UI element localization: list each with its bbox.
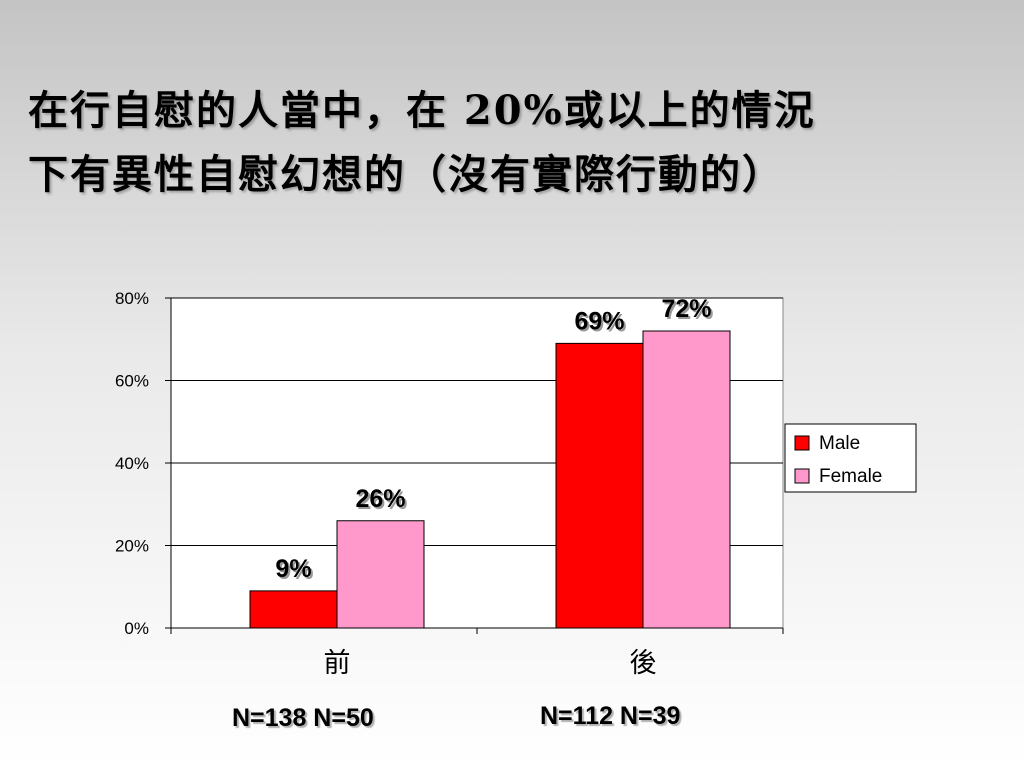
bar-female [642,330,731,629]
legend-swatch-female [794,468,810,484]
y-tick-label: 60% [115,372,149,391]
data-label: 9% [275,555,311,583]
data-label-shadow: 9% [277,557,313,585]
data-label-shadow: 72% [663,297,713,325]
x-category-label: 前 [324,648,351,679]
y-tick-label: 0% [124,619,149,638]
legend-label-male: Male [819,433,860,454]
legend-label-female: Female [819,466,882,487]
sample-size-before: N=138 N=50 [232,704,374,732]
bar-male [555,342,644,629]
data-label-shadow: 26% [357,487,407,515]
bar-male [249,590,338,629]
slide-title-line-2: 下有異性自慰幻想的（沒有實際行動的） [28,151,784,198]
data-label: 69% [574,307,624,335]
y-tick-label: 20% [115,537,149,556]
x-category-label: 後 [630,648,657,679]
y-tick-label: 80% [115,289,149,308]
data-label-shadow: 69% [576,309,626,337]
legend-swatch-male [794,435,810,451]
y-tick-label: 40% [115,454,149,473]
slide-title-line-1: 在行自慰的人當中，在 20%或以上的情況 [28,87,816,134]
bar-female [336,520,425,629]
sample-size-after: N=112 N=39 [540,702,681,730]
data-label: 26% [355,485,405,513]
data-label: 72% [661,295,711,323]
